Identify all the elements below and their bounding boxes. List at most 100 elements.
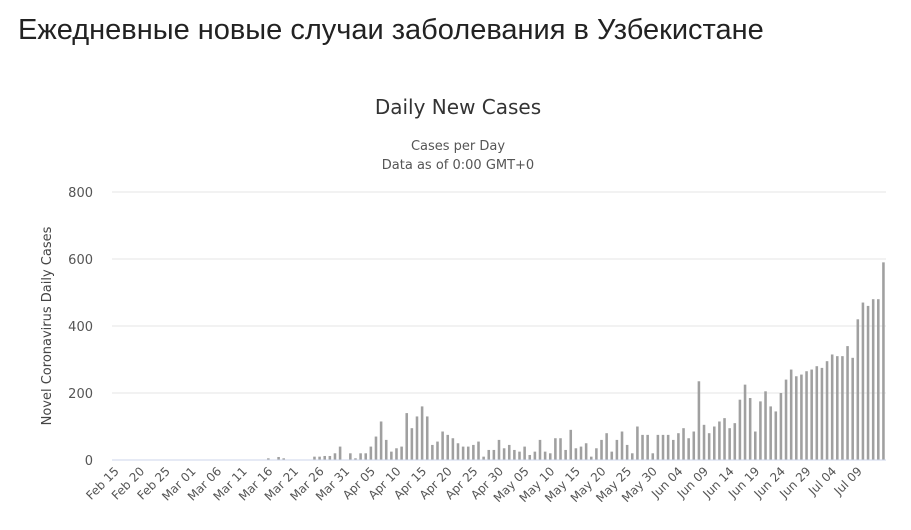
bar <box>374 436 378 460</box>
bar <box>513 449 516 460</box>
bar <box>795 376 798 460</box>
bar <box>800 374 803 460</box>
bar <box>723 418 726 461</box>
bar <box>713 426 716 460</box>
bar <box>267 458 270 460</box>
bar <box>282 458 285 460</box>
bar <box>410 428 414 460</box>
bar <box>841 356 844 460</box>
bar <box>538 439 542 460</box>
bar <box>554 438 557 460</box>
bar <box>420 406 424 460</box>
bar <box>702 424 706 460</box>
bar <box>851 357 854 460</box>
bar <box>543 451 547 461</box>
bar <box>820 367 824 461</box>
bar <box>677 433 680 460</box>
chart-subtitle-line-1: Cases per Day <box>411 139 505 154</box>
bar <box>595 448 598 460</box>
bar <box>472 444 475 460</box>
bar <box>697 381 701 460</box>
bar <box>620 431 624 460</box>
bar <box>359 453 362 460</box>
bar <box>338 446 342 460</box>
bar <box>502 448 506 460</box>
x-tick-label: Jul 09 <box>831 464 865 498</box>
bar <box>487 449 491 460</box>
bar <box>625 444 629 460</box>
bar <box>687 438 690 460</box>
bar <box>789 369 793 460</box>
bar <box>528 454 532 460</box>
bar <box>548 453 552 460</box>
bar <box>815 366 819 460</box>
bar <box>769 406 772 460</box>
bar <box>805 371 808 460</box>
bar <box>349 453 352 460</box>
bar <box>738 399 742 460</box>
bar <box>784 379 788 460</box>
bar <box>610 451 614 461</box>
bar <box>559 438 562 460</box>
bar <box>589 456 593 460</box>
bar <box>405 413 409 460</box>
bar <box>605 433 608 460</box>
bar <box>748 398 752 460</box>
bar <box>569 429 573 460</box>
bar <box>533 451 537 461</box>
bar <box>395 448 398 460</box>
y-tick-label: 800 <box>68 186 93 201</box>
bar <box>323 455 326 460</box>
bar <box>328 455 332 460</box>
bar <box>431 444 434 460</box>
bar <box>641 434 644 461</box>
bar <box>682 428 685 460</box>
y-axis-label: Novel Coronavirus Daily Cases <box>40 226 55 425</box>
bar <box>384 439 388 460</box>
bar <box>661 434 665 461</box>
bar <box>523 446 526 460</box>
y-tick-label: 600 <box>68 253 93 268</box>
bar <box>774 411 778 460</box>
bar <box>733 423 737 460</box>
bar <box>456 443 460 460</box>
y-tick-label: 200 <box>68 387 93 402</box>
bar <box>584 443 588 460</box>
bar <box>882 262 885 460</box>
bar <box>564 449 567 460</box>
bar <box>492 449 496 460</box>
bar <box>461 446 465 460</box>
bar <box>877 299 880 460</box>
bar <box>718 421 721 460</box>
bar <box>466 446 470 460</box>
bar <box>615 439 619 460</box>
bar <box>425 416 429 460</box>
bar <box>866 305 870 460</box>
bar <box>579 446 583 460</box>
bar <box>764 391 767 460</box>
bar <box>743 384 747 461</box>
bar <box>630 453 634 460</box>
bar <box>369 446 373 460</box>
bar <box>728 428 731 460</box>
bar <box>518 451 521 461</box>
bar <box>754 431 757 460</box>
bar <box>477 441 480 460</box>
bar <box>779 393 783 460</box>
page-heading: Ежедневные новые случаи заболевания в Уз… <box>18 14 764 46</box>
bar <box>692 431 696 460</box>
bar <box>497 439 501 460</box>
x-tick-label: Jul 04 <box>805 464 839 498</box>
bar <box>574 448 578 460</box>
bar <box>759 401 762 461</box>
bar <box>810 369 813 460</box>
bar <box>415 416 419 460</box>
bar <box>364 453 368 460</box>
bar <box>379 421 383 460</box>
bar <box>390 451 393 461</box>
bar <box>836 356 839 460</box>
bar <box>672 439 675 460</box>
bars <box>267 262 885 461</box>
bar <box>482 456 485 460</box>
